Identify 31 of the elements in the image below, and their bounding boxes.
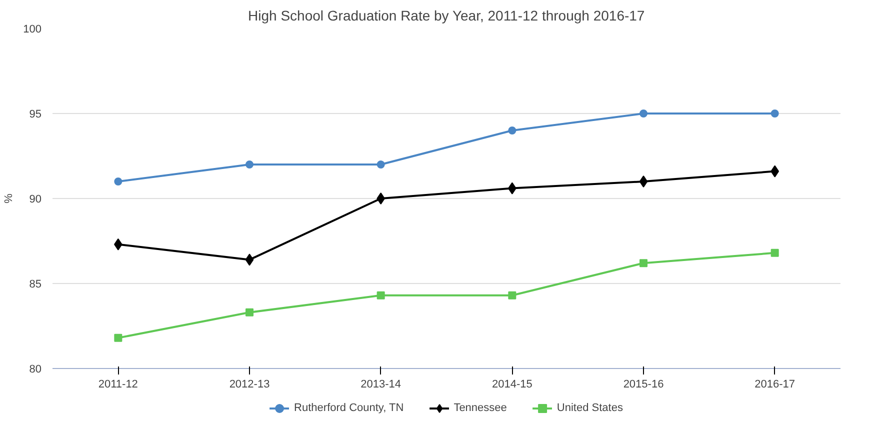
point <box>376 291 385 300</box>
x-tick-label: 2013-14 <box>360 378 402 390</box>
legend-label: Rutherford County, TN <box>294 402 404 414</box>
point <box>114 334 122 342</box>
y-tick-label: 80 <box>29 364 42 376</box>
point <box>114 178 122 186</box>
x-tick-label: 2012-13 <box>229 378 270 390</box>
x-tick-label: 2011-12 <box>98 378 138 390</box>
point <box>770 248 779 257</box>
point <box>640 110 648 118</box>
y-axis-title: % <box>3 193 16 204</box>
y-tick-label: 85 <box>29 278 42 290</box>
point <box>376 192 385 204</box>
x-tick-label: 2014-15 <box>492 378 532 390</box>
point <box>246 160 254 168</box>
y-tick-label: 100 <box>23 24 42 36</box>
point <box>770 110 779 118</box>
point <box>376 160 385 168</box>
point <box>508 291 516 300</box>
chart-title: High School Graduation Rate by Year, 2011-12 through 2016-17 <box>248 8 645 24</box>
point <box>508 126 516 134</box>
x-tick-label: 2016-17 <box>754 378 796 390</box>
point <box>640 259 648 268</box>
x-tick-label: 2015-16 <box>623 378 664 390</box>
y-tick-label: 90 <box>29 194 42 206</box>
legend-label: Tennessee <box>454 402 507 414</box>
point <box>246 308 254 316</box>
y-tick-label: 95 <box>29 108 42 120</box>
point <box>639 176 648 188</box>
legend-label: United States <box>556 402 623 414</box>
point <box>245 254 254 266</box>
